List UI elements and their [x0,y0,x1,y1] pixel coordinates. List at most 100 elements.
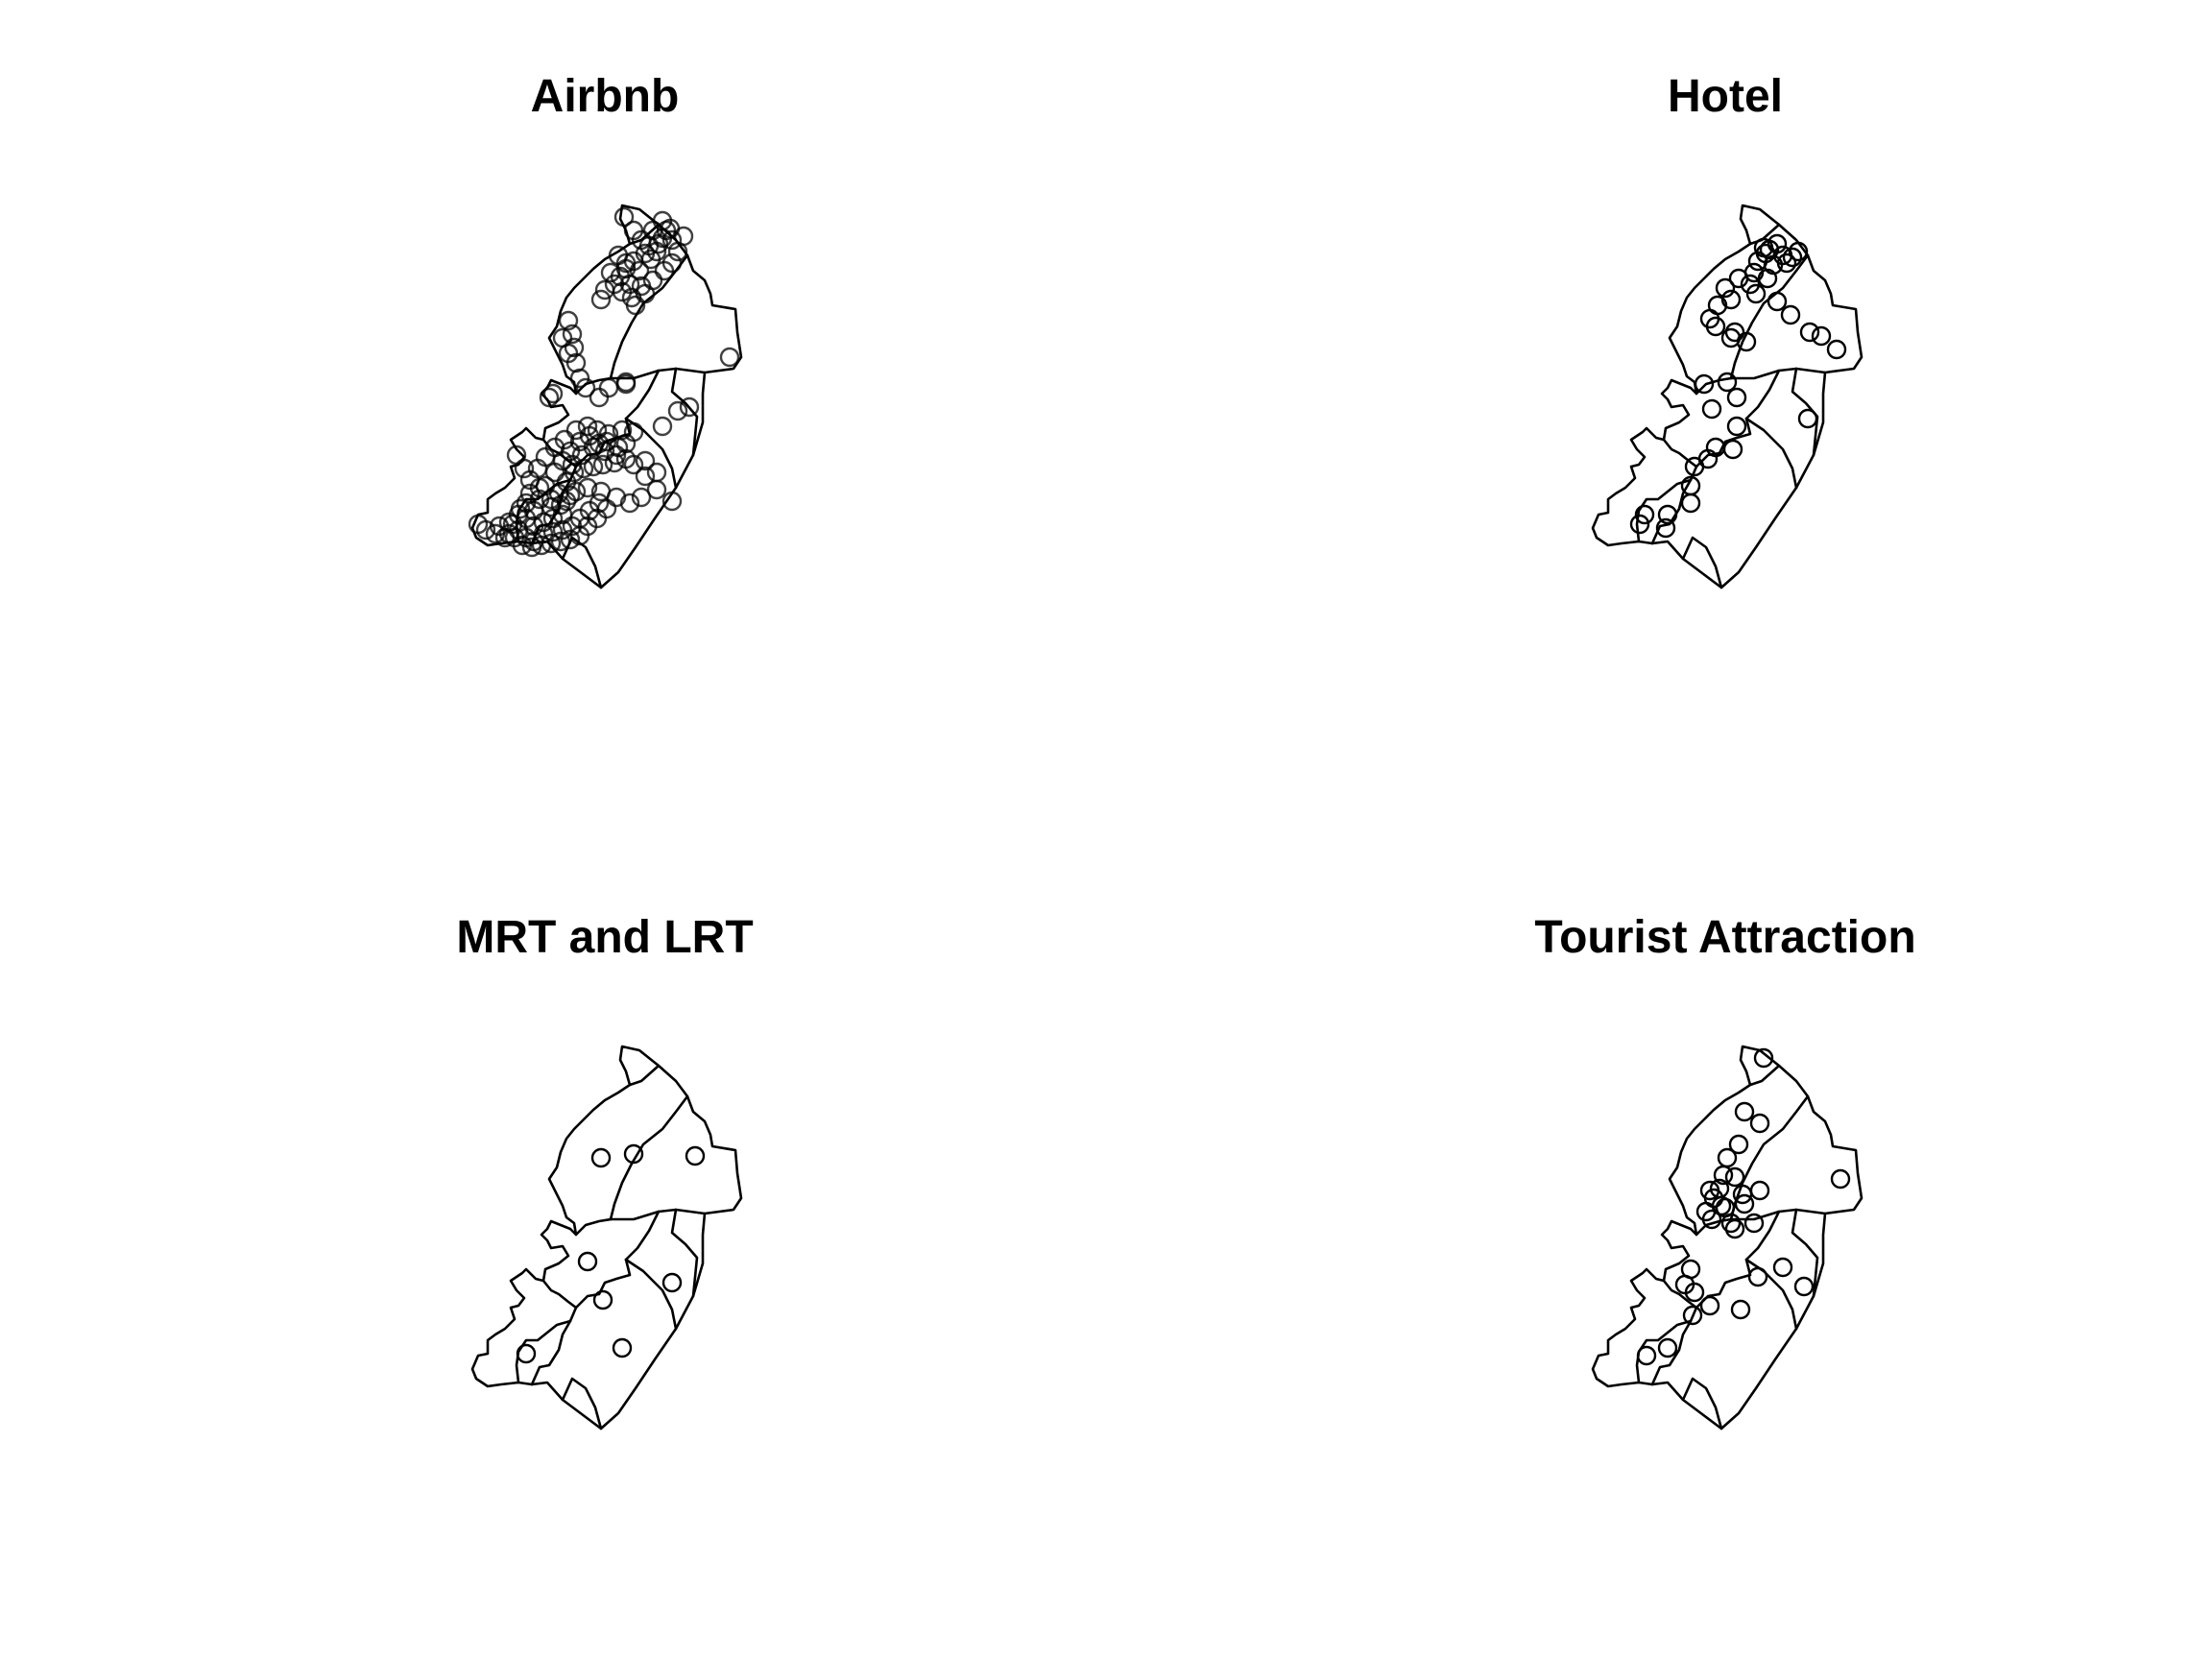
map-point-marker [468,514,489,535]
map-point-marker [1799,322,1820,343]
map-point-marker [673,226,694,247]
map-point-marker [564,337,585,358]
map-point-marker [550,531,571,552]
map-point-marker [590,1147,612,1168]
map-point-marker [608,245,629,266]
area-boundary-line [1635,1319,1693,1384]
map-point-marker [1717,372,1738,393]
map-point-marker [577,416,598,437]
map-point-marker [542,383,564,404]
area-boundary-line [628,1064,661,1087]
panel-title-airbnb: Airbnb [531,71,680,122]
area-boundary-line [670,367,699,457]
map-point-marker [661,491,683,512]
map-point-marker [661,229,683,251]
map-outline [1591,204,1863,589]
map-outline [470,1045,743,1431]
map-panel-tourist [1591,1045,1863,1431]
area-boundary-line [1744,369,1781,421]
map-point-marker [1701,1209,1722,1230]
map-point-marker [1793,1276,1815,1297]
map-boundaries [470,1045,743,1431]
map-point-marker [565,420,587,441]
map-point-marker [519,483,541,504]
map-point-marker [569,525,590,546]
map-point-marker [623,1143,644,1165]
map-point-marker [604,452,625,473]
map-points [1636,1047,1851,1366]
map-point-marker [1634,504,1655,525]
map-point-marker [661,1272,683,1293]
map-point-marker [635,466,656,487]
map-point-marker [1629,514,1650,535]
area-boundary-line [1791,367,1819,457]
map-point-marker [1728,268,1749,289]
map-point-marker [1657,504,1678,525]
map-point-marker [679,397,700,418]
map-point-marker [1753,1047,1774,1069]
map-points [468,206,740,558]
panel-title-mrt: MRT and LRT [456,912,753,963]
map-point-marker [1743,1213,1765,1234]
map-point-marker [640,249,661,270]
map-point-marker [1684,1282,1705,1303]
area-boundary-line [541,1279,578,1310]
map-point-marker [521,537,542,558]
map-point-marker [552,327,573,349]
panel-title-hotel: Hotel [1668,71,1783,122]
map-point-marker [612,420,633,441]
map-point-marker [615,433,637,454]
map-point-marker [569,368,590,389]
map-point-marker [642,220,663,241]
map-panel-airbnb [468,204,743,589]
map-point-marker [1684,456,1705,477]
map-point-marker [1745,283,1767,304]
map-boundaries [1591,204,1863,589]
area-boundary-line [574,1217,613,1237]
area-boundary-line [1744,417,1798,490]
map-point-marker [615,373,637,395]
map-point-marker [1636,1345,1657,1366]
map-point-marker [613,206,635,228]
map-point-marker [539,387,560,408]
map-point-marker [489,516,510,537]
map-point-marker [1749,1180,1770,1201]
map-point-marker [577,1251,598,1272]
area-boundary-line [1729,253,1810,380]
area-boundary-line [515,1319,572,1384]
map-point-marker [1682,1305,1703,1326]
map-outline [1591,1045,1863,1431]
map-point-marker [554,429,575,450]
map-point-marker [1726,387,1747,408]
map-point-marker [685,1145,706,1166]
area-boundary-line [1662,1279,1698,1310]
map-point-marker [1728,1134,1749,1155]
area-boundary-line [561,1377,603,1431]
map-point-marker [654,260,675,281]
area-boundary-line [1681,536,1723,589]
map-point-marker [667,400,688,421]
area-boundary-line [609,1094,689,1221]
map-point-marker [592,454,613,475]
map-point-marker [516,1343,537,1364]
map-point-marker [623,454,644,475]
map-point-marker [531,535,552,556]
area-boundary-line [624,1210,661,1262]
map-point-marker [646,479,667,500]
map-point-marker [1705,316,1726,337]
map-point-marker [562,324,583,345]
area-boundary-line [1662,438,1698,469]
map-point-marker [583,456,604,477]
map-point-marker [606,445,627,466]
map-point-marker [1776,252,1797,274]
map-point-marker [1715,277,1736,299]
map-outline [470,204,743,589]
map-point-marker [631,487,652,508]
map-point-marker [1797,408,1818,429]
map-point-marker [1726,416,1747,437]
map-point-marker [635,450,656,471]
map-point-marker [1694,373,1715,395]
map-point-marker [498,512,519,533]
map-point-marker [1734,1101,1755,1122]
